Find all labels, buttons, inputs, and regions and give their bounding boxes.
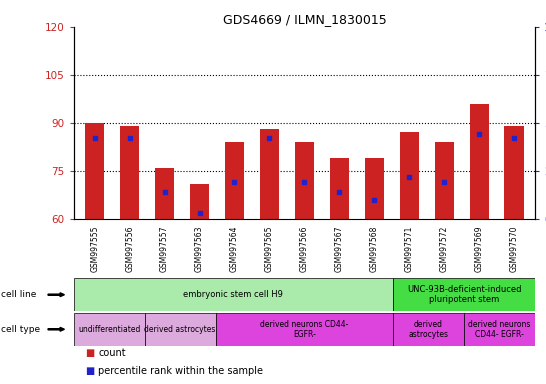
Text: derived
astrocytes: derived astrocytes xyxy=(408,319,449,339)
Text: embryonic stem cell H9: embryonic stem cell H9 xyxy=(183,290,283,299)
Text: derived astrocytes: derived astrocytes xyxy=(145,325,216,334)
Bar xyxy=(145,313,216,346)
Bar xyxy=(74,313,145,346)
Bar xyxy=(505,126,524,219)
Text: count: count xyxy=(98,348,126,358)
Bar xyxy=(216,313,393,346)
Text: ■: ■ xyxy=(85,366,94,376)
Text: derived neurons
CD44- EGFR-: derived neurons CD44- EGFR- xyxy=(468,319,531,339)
Bar xyxy=(74,278,393,311)
Text: cell line: cell line xyxy=(1,290,37,299)
Bar xyxy=(260,129,279,219)
Bar xyxy=(190,184,209,219)
Bar xyxy=(225,142,244,219)
Bar xyxy=(400,132,419,219)
Bar xyxy=(155,168,174,219)
Bar xyxy=(393,313,464,346)
Title: GDS4669 / ILMN_1830015: GDS4669 / ILMN_1830015 xyxy=(223,13,386,26)
Bar xyxy=(330,158,349,219)
Text: ■: ■ xyxy=(85,348,94,358)
Bar xyxy=(365,158,384,219)
Bar xyxy=(435,142,454,219)
Bar xyxy=(393,278,535,311)
Text: undifferentiated: undifferentiated xyxy=(78,325,140,334)
Bar xyxy=(85,123,104,219)
Text: UNC-93B-deficient-induced
pluripotent stem: UNC-93B-deficient-induced pluripotent st… xyxy=(407,285,521,305)
Text: derived neurons CD44-
EGFR-: derived neurons CD44- EGFR- xyxy=(260,319,348,339)
Text: percentile rank within the sample: percentile rank within the sample xyxy=(98,366,263,376)
Bar xyxy=(464,313,535,346)
Bar xyxy=(295,142,314,219)
Bar xyxy=(470,104,489,219)
Bar xyxy=(120,126,139,219)
Text: cell type: cell type xyxy=(1,325,40,334)
